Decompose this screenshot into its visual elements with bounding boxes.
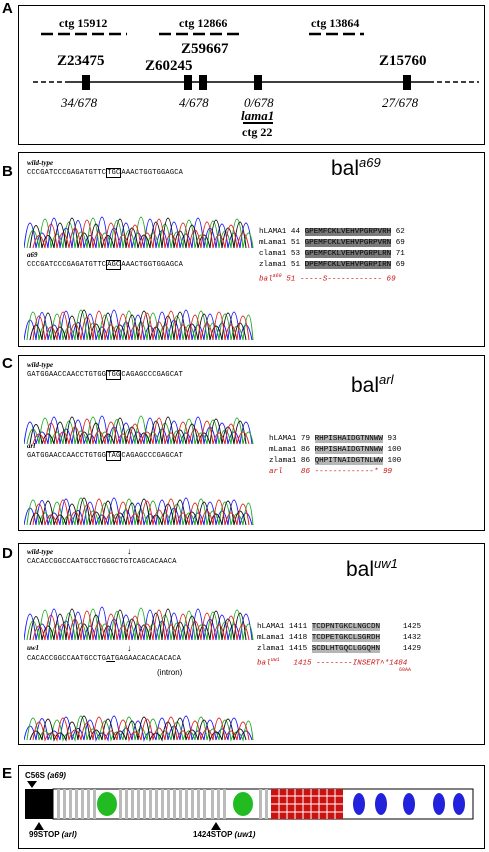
alignment-row-clama1: clama1 53 GPEMFCKLVEHVPGRPLRN 71 <box>259 250 405 258</box>
panel-e: C56S (a69) 99 <box>18 765 485 849</box>
alignment-row-mlama1: mLama1 51 GPEMFCKLVEHVPGRPVRN 69 <box>259 239 405 247</box>
panel-a-map: ctg 15912 ctg 12866 ctg 13864 Z23475 Z60… <box>18 5 485 145</box>
underlined-bases-d: AT <box>106 655 116 663</box>
contig-label-12866: ctg 12866 <box>179 16 228 30</box>
panel-d: wild-type ↓ CACACCGGCCAATGCCTGGGCTGTCAGC… <box>18 543 485 745</box>
marker-box-z23475 <box>82 75 90 90</box>
marker-label-z59667: Z59667 <box>181 41 229 57</box>
contig-label-22: ctg 22 <box>242 125 273 139</box>
wt-label-d: wild-type <box>27 548 54 556</box>
alignment-row-mlama1-d: mLama1 1418 TCDPETGKCLSGRDH 1432 <box>257 634 422 642</box>
mut-sequence-d: CACACCGGCCAATGCCTGATGAGAACACACACACA <box>27 655 182 663</box>
arrow-down-icon-mut: ↓ <box>127 643 132 653</box>
lg-domain-4 <box>433 793 445 815</box>
lg-domain-5 <box>453 793 465 815</box>
mut-label-d: uw1 <box>27 644 40 652</box>
wt-label-c: wild-type <box>27 361 54 369</box>
panel-label-b: B <box>2 163 13 180</box>
codon-box-wt-c: TGG <box>106 370 122 380</box>
panel-label-a: A <box>2 0 13 17</box>
chromatogram-wt-c <box>24 415 254 445</box>
alignment-row-mlama1-c: mLama1 86 RHPISHAIDGTNNWW 100 <box>269 446 402 454</box>
insert-note: 60AA <box>399 667 412 673</box>
chromatogram-mut-c <box>24 497 254 526</box>
panel-b: wild-type CCCGATCCCGAGATGTTCTGCAAACTGGTG… <box>18 152 485 347</box>
arrow-down-icon-wt: ↓ <box>127 546 132 556</box>
codon-box-mut-c: TAG <box>106 451 122 461</box>
wt-sequence-d: CACACCGGCCAATGCCTGGGCTGTCAGCACAACA <box>27 558 177 566</box>
contig-label-15912: ctg 15912 <box>59 16 108 30</box>
marker-label-z23475: Z23475 <box>57 53 105 69</box>
globular-domain-green-2 <box>233 792 253 816</box>
egf-repeats-1 <box>57 789 268 819</box>
wt-sequence-b: CCCGATCCCGAGATGTTCTGCAAACTGGTGGAGCA <box>27 168 184 178</box>
panel-c: wild-type GATGGAACCAACCTGTGGTGGCAGAGCCCG… <box>18 355 485 531</box>
alignment-row-mutant-d: baluw1 1415 --------INSERT˄*1484 <box>257 657 408 668</box>
ratio-34: 34/678 <box>61 95 98 110</box>
intron-label: (intron) <box>157 668 183 677</box>
arrow-up-icon-1424stop <box>211 822 221 830</box>
marker-box-z15760 <box>403 75 411 90</box>
gene-title-d: baluw1 <box>346 556 398 581</box>
globular-domain-green-1 <box>97 792 117 816</box>
laminin-n-domain <box>25 789 53 819</box>
arrow-down-icon-c56s <box>27 781 37 788</box>
gene-label-lama1: lama1 <box>241 108 275 123</box>
lg-domain-3 <box>403 793 415 815</box>
gene-title-c: balarl <box>351 372 394 397</box>
alignment-row-hlama1-c: hLAMA1 79 RHPISHAIDGTNNWW 93 <box>269 435 397 443</box>
panel-label-d: D <box>2 545 13 562</box>
alignment-d: hLAMA1 1411 TCDPNTGKCLNGCDN 1425 mLama1 … <box>257 622 422 673</box>
alignment-row-zlama1: zlama1 51 DPEMFCKLVEHVPGRPIRN 69 <box>259 261 405 269</box>
mut-sequence-b: CCCGATCCCGAGATGTTCAGCAAACTGGTGGAGCA <box>27 260 184 270</box>
coiled-coil-grid <box>271 789 343 819</box>
chromatogram-mut-b <box>24 309 254 341</box>
panel-label-c: C <box>2 355 13 372</box>
panel-label-e: E <box>2 765 13 782</box>
gene-title-b: bala69 <box>331 155 381 180</box>
wt-sequence-c: GATGGAACCAACCTGTGGTGGCAGAGCCCGAGCAT <box>27 370 184 380</box>
mut-label-b: a69 <box>27 251 38 259</box>
chromatogram-mut-d <box>24 715 254 742</box>
alignment-row-hlama1-d: hLAMA1 1411 TCDPNTGKCLNGCDN 1425 <box>257 623 422 631</box>
ratio-27: 27/678 <box>382 95 419 110</box>
marker-box-z59667 <box>199 75 207 90</box>
mutation-label-99stop: 99STOP (arl) <box>29 830 77 839</box>
codon-box-mut-b: AGC <box>106 260 122 270</box>
marker-box-z60245 <box>184 75 192 90</box>
lg-domain-2 <box>375 793 387 815</box>
arrow-up-icon-99stop <box>34 822 44 830</box>
ratio-0: 0/678 <box>244 95 274 110</box>
marker-label-z60245: Z60245 <box>145 58 193 74</box>
mut-label-c: arl <box>27 442 36 450</box>
marker-label-z15760: Z15760 <box>379 53 427 69</box>
genetic-map <box>33 32 479 124</box>
lg-domain-1 <box>353 793 365 815</box>
ratio-4: 4/678 <box>179 95 209 110</box>
mutation-label-c56s: C56S (a69) <box>25 771 66 780</box>
alignment-row-mutant-b: bala69 51 -----S------------ 69 <box>259 273 396 284</box>
marker-box-lama1 <box>254 75 262 90</box>
domain-diagram <box>25 781 474 820</box>
chromatogram-wt-d <box>24 606 254 641</box>
alignment-b: hLAMA1 44 GPEMFCKLVEHVPGRPVRH 62 mLama1 … <box>259 227 405 286</box>
alignment-row-mutant-c: arl 86 -------------* 99 <box>269 468 393 476</box>
alignment-row-zlama1-c: zlama1 86 QHPITNAIDGTNLWW 100 <box>269 457 402 465</box>
mutation-label-1424stop: 1424STOP (uw1) <box>193 830 256 839</box>
alignment-row-hlama1: hLAMA1 44 GPEMFCKLVEHVPGRPVRH 62 <box>259 228 405 236</box>
alignment-row-zlama1-d: zlama1 1415 SCDLHTGQCLGGQHN 1429 <box>257 645 422 653</box>
alignment-c: hLAMA1 79 RHPISHAIDGTNNWW 93 mLama1 86 R… <box>269 434 401 478</box>
codon-box-wt-b: TGC <box>106 168 122 178</box>
contig-label-13864: ctg 13864 <box>311 16 360 30</box>
wt-label-b: wild-type <box>27 159 54 167</box>
chromatogram-wt-b <box>24 216 254 249</box>
mut-sequence-c: GATGGAACCAACCTGTGGTAGCAGAGCCCGAGCAT <box>27 451 184 461</box>
